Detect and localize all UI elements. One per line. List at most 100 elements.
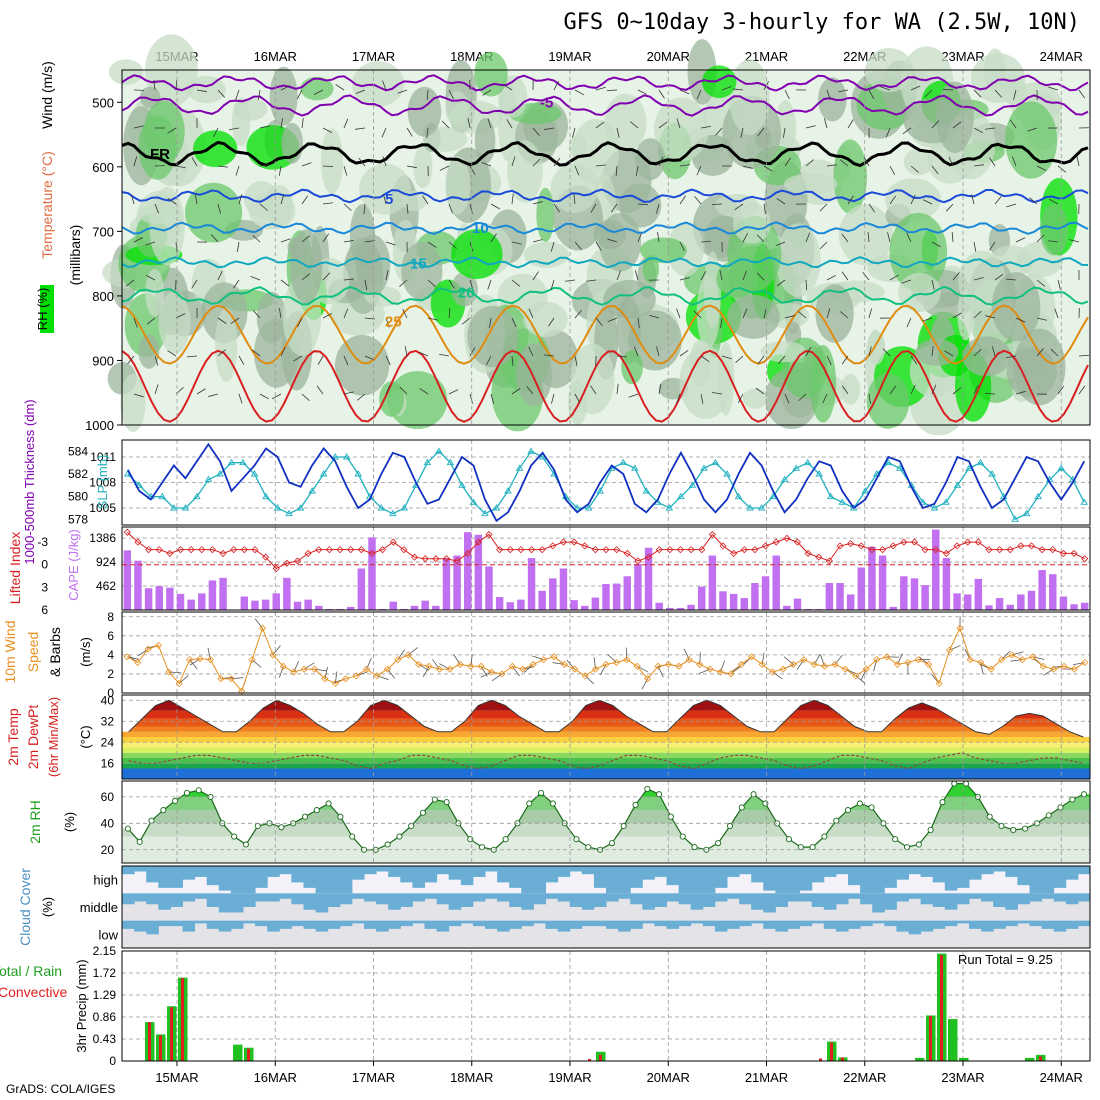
lifted-marker	[453, 557, 461, 565]
wind-tick-label: 6	[107, 629, 114, 643]
wind-barb	[798, 311, 807, 319]
rh-marker	[608, 840, 615, 847]
cloud-bar	[364, 893, 377, 902]
thickness-marker	[331, 453, 339, 460]
cape-bar	[708, 555, 717, 610]
temp-band	[122, 700, 1090, 711]
wind-barb	[402, 308, 408, 319]
wind-barb	[233, 279, 240, 289]
grid-lines	[176, 70, 1062, 425]
wind-barb	[952, 312, 962, 319]
thickness-marker	[757, 504, 766, 511]
cape-bar	[346, 606, 355, 610]
cloud-bar	[497, 893, 510, 902]
wind-barb	[989, 157, 996, 167]
wind-barb	[301, 118, 304, 129]
wind-barb	[757, 127, 765, 137]
thickness-marker	[930, 504, 939, 511]
rh-marker	[986, 813, 993, 820]
thickness-marker	[584, 504, 593, 511]
cloud-bar	[606, 866, 619, 894]
wind-barb	[1015, 237, 1026, 243]
wind-barb	[931, 384, 937, 395]
wind-barb	[207, 647, 211, 660]
cape-bar	[570, 600, 578, 610]
cape-bar	[846, 594, 855, 610]
wind-barb	[422, 195, 429, 205]
cape-bar	[878, 555, 887, 610]
wind-barb	[784, 315, 795, 319]
lifted-marker	[272, 564, 280, 573]
cape-bar	[783, 605, 791, 610]
precip-conv-bar	[841, 1057, 844, 1061]
cape-bar	[272, 593, 280, 610]
cloud-bar	[630, 920, 643, 929]
isotherm-label: 25	[385, 314, 402, 331]
thickness-tick-label: 578	[68, 512, 88, 526]
cloud-bar	[206, 920, 220, 929]
lifted-marker	[549, 542, 557, 550]
wind-speed-marker	[623, 656, 631, 664]
wind-barb	[154, 203, 159, 214]
wind-speed-marker	[893, 660, 902, 668]
wind-barb	[1050, 348, 1059, 357]
lifted-marker	[1049, 546, 1057, 554]
wind-barb	[544, 127, 555, 130]
wind-speed-marker	[737, 660, 745, 668]
wind-barb	[798, 393, 807, 402]
wind-barb	[366, 657, 372, 670]
wind-barb	[297, 317, 303, 328]
cloud-bar	[787, 920, 801, 929]
grid-lines	[122, 440, 1090, 525]
cloud-bar	[739, 920, 752, 927]
wind-barb	[511, 279, 520, 287]
wind-barb	[490, 393, 495, 404]
wind-barb	[532, 655, 544, 661]
rh-marker	[195, 787, 202, 794]
cloud-bar	[678, 920, 692, 927]
isotherm-label: 10	[472, 220, 489, 237]
wind-barb	[595, 121, 605, 129]
date-label-bottom: 19MAR	[548, 1070, 591, 1085]
cloud-bar	[872, 893, 885, 913]
wind-barb	[252, 234, 261, 243]
precip-conv-bar	[1039, 1056, 1042, 1061]
wind-barb	[574, 165, 580, 176]
wind-speed-marker	[727, 670, 735, 678]
thickness-marker	[250, 470, 259, 477]
cloud-bar	[267, 920, 280, 932]
cape-bar	[1006, 604, 1014, 610]
thickness-marker	[896, 464, 904, 471]
wind-barb	[487, 118, 492, 129]
cloud-bar	[485, 893, 498, 899]
thickness-marker	[193, 492, 201, 500]
grid-lines	[122, 781, 1090, 863]
wind-barb	[363, 203, 366, 214]
precip-conv-bar	[148, 1022, 151, 1061]
wind-barb	[826, 274, 837, 281]
cape-bar	[187, 599, 195, 610]
thickness-marker	[942, 498, 950, 505]
rh-patch	[187, 76, 226, 104]
wind-speed-marker	[716, 668, 725, 676]
wind-barb	[196, 388, 206, 395]
cloud-bar	[1041, 893, 1055, 899]
rh-patch	[599, 213, 642, 272]
wind-barb	[280, 346, 286, 357]
wind-barb	[448, 203, 453, 214]
wind-barb	[633, 346, 639, 357]
wind-barb	[1057, 385, 1065, 395]
rh-line	[127, 783, 1085, 851]
cloud-bar	[1005, 920, 1018, 927]
cloud-bar	[727, 866, 740, 877]
rh-marker	[478, 844, 486, 851]
wind-barb	[191, 279, 198, 289]
wind-barb	[700, 240, 712, 243]
cloud-bar	[424, 920, 438, 929]
wind-speed-marker	[914, 656, 922, 664]
rh-patch	[449, 100, 503, 134]
temp-2m-label: 2m Temp	[5, 708, 21, 766]
rh-marker	[1057, 804, 1064, 811]
wind-frame	[121, 611, 1091, 694]
wind-speed-marker	[248, 656, 256, 664]
